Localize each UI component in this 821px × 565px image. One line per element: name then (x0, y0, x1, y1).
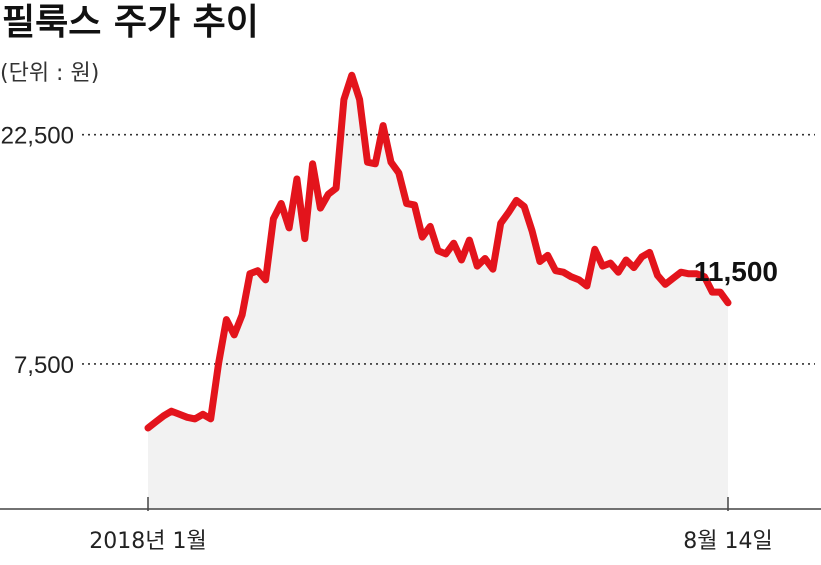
data-point (607, 260, 614, 267)
data-point (591, 246, 598, 253)
data-point (678, 269, 685, 276)
unit-label: (단위 : 원) (0, 61, 99, 86)
data-point (372, 160, 379, 167)
data-point (638, 253, 645, 260)
x-tick-label: 8월 14일 (683, 529, 772, 554)
data-point (231, 331, 238, 338)
data-point (474, 263, 481, 270)
data-point (333, 185, 340, 192)
data-point (340, 96, 347, 103)
data-point (317, 205, 324, 212)
data-point (215, 360, 222, 367)
data-point (356, 96, 363, 103)
data-point (529, 228, 536, 235)
data-point (145, 425, 152, 432)
data-point (576, 276, 583, 283)
data-point (583, 283, 590, 290)
data-point (419, 234, 426, 241)
data-point (270, 215, 277, 222)
data-point (662, 281, 669, 288)
data-point (301, 235, 308, 242)
data-point (725, 299, 732, 306)
data-point (685, 270, 692, 277)
data-point (442, 250, 449, 257)
data-point (630, 264, 637, 271)
data-point (482, 255, 489, 262)
data-point (536, 258, 543, 265)
data-point (552, 267, 559, 274)
data-point (223, 316, 230, 323)
data-point (152, 418, 159, 425)
data-point (293, 176, 300, 183)
data-point (411, 202, 418, 209)
data-point (278, 200, 285, 207)
data-point (513, 197, 520, 204)
last-value-label: 11,500 (694, 256, 778, 287)
data-point (207, 415, 214, 422)
chart-title: 필룩스 주가 추이 (2, 2, 259, 43)
data-point (239, 312, 246, 319)
data-point (427, 223, 434, 230)
data-point (544, 252, 551, 259)
data-point (435, 247, 442, 254)
data-point (388, 159, 395, 166)
data-point (670, 275, 677, 282)
data-point (489, 266, 496, 273)
data-point (309, 160, 316, 167)
data-point (717, 289, 724, 296)
data-point (184, 414, 191, 421)
data-point (160, 412, 167, 419)
data-point (403, 200, 410, 207)
data-point (521, 203, 528, 210)
data-point (325, 191, 332, 198)
data-point (348, 72, 355, 79)
data-point (395, 169, 402, 176)
data-point (246, 270, 253, 277)
data-point (176, 411, 183, 418)
y-tick-label: 22,500 (1, 123, 74, 150)
y-tick-label: 7,500 (14, 352, 74, 379)
plot-area: 7,500 22,500 2018년 1월 8월 14일 11,500 (0, 71, 821, 554)
data-point (623, 257, 630, 264)
data-point (560, 269, 567, 276)
data-point (286, 224, 293, 231)
data-point (199, 411, 206, 418)
x-tick-label: 2018년 1월 (89, 529, 206, 554)
data-point (466, 237, 473, 244)
data-point (654, 272, 661, 279)
data-point (599, 263, 606, 270)
data-point (646, 249, 653, 256)
data-point (505, 209, 512, 216)
data-point (458, 257, 465, 264)
area-fill (148, 75, 728, 509)
data-point (168, 408, 175, 415)
data-point (709, 289, 716, 296)
series-line (144, 71, 732, 432)
data-point (254, 267, 261, 274)
data-point (192, 415, 199, 422)
data-point (380, 122, 387, 129)
data-point (497, 220, 504, 227)
data-point (364, 159, 371, 166)
data-point (262, 276, 269, 283)
data-point (450, 240, 457, 247)
data-point (568, 273, 575, 280)
data-point (615, 269, 622, 276)
